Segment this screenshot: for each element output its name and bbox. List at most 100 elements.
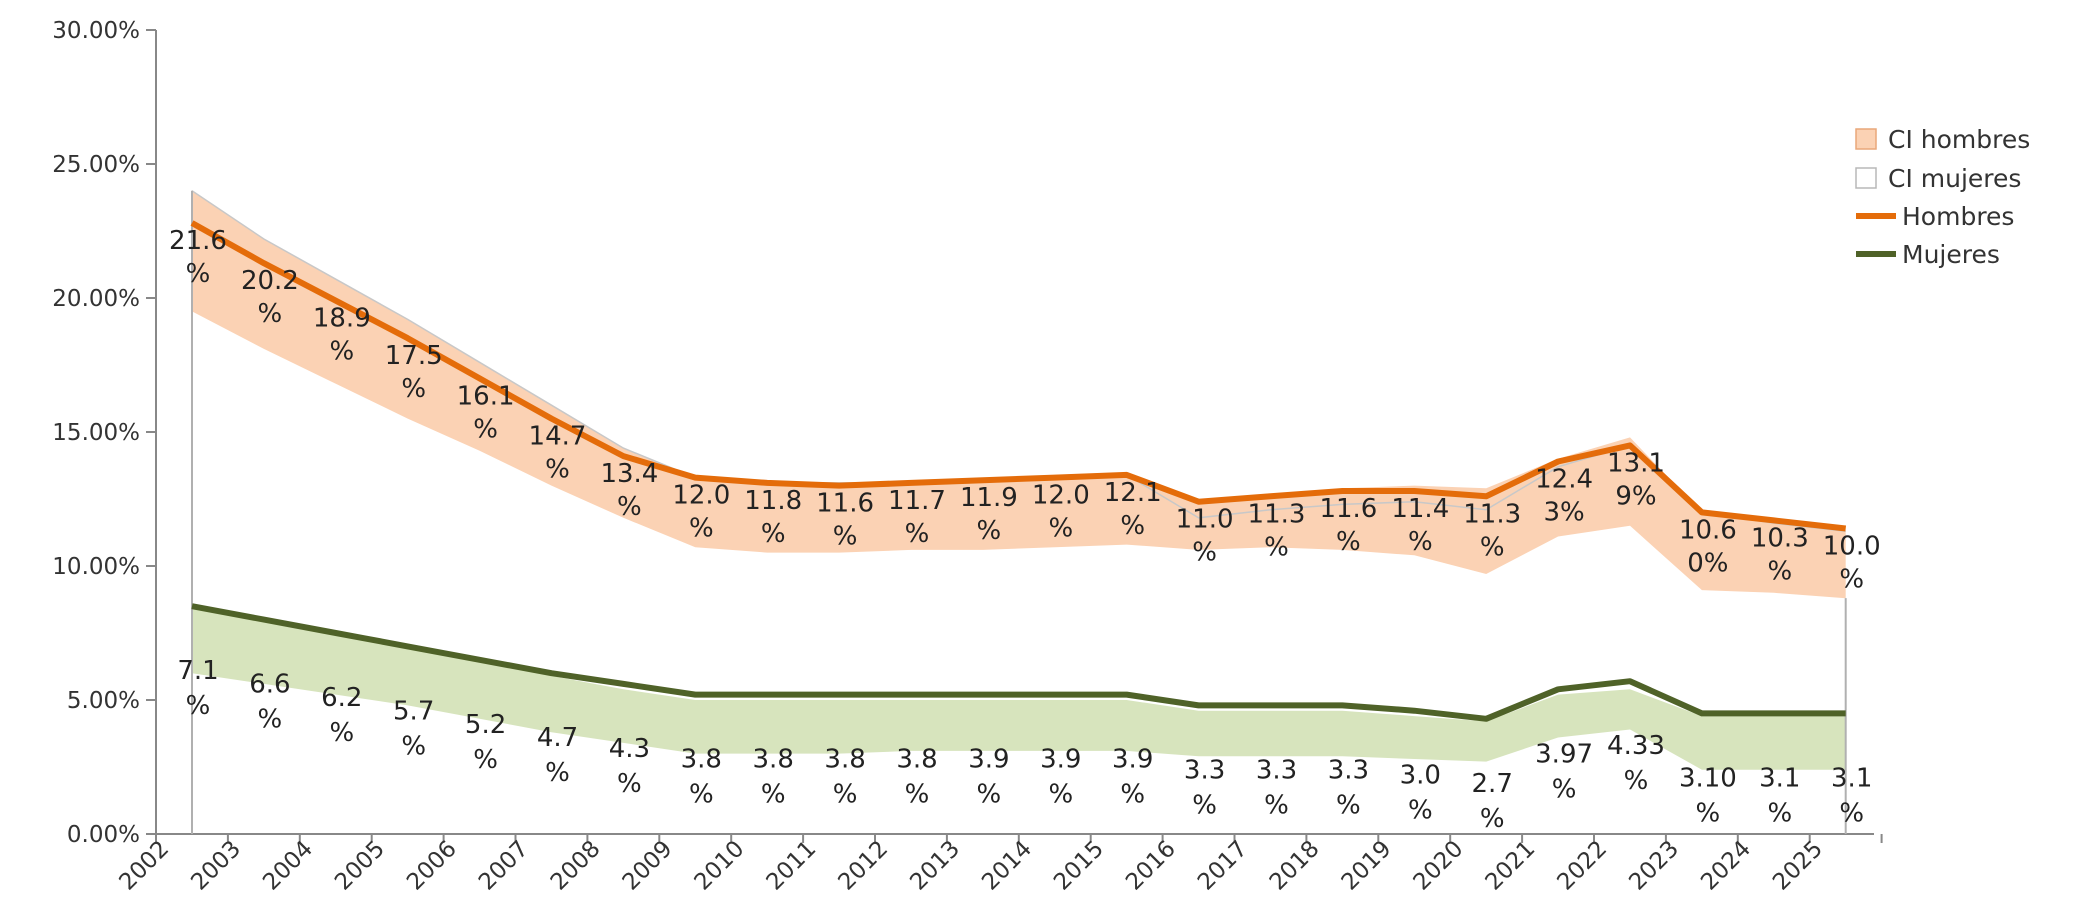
data-label: 3.9 bbox=[968, 745, 1009, 775]
series-line-hombres bbox=[190, 220, 1847, 532]
data-label-unit: % bbox=[1192, 538, 1217, 568]
data-label-unit: % bbox=[833, 780, 858, 810]
data-label-unit: % bbox=[1767, 798, 1792, 828]
data-label-unit: % bbox=[329, 718, 354, 748]
legend: CI hombres CI mujeres Hombres Mujeres bbox=[1855, 125, 2030, 269]
data-label: 11.4 bbox=[1391, 494, 1449, 524]
data-label: 3.1 bbox=[1759, 763, 1800, 793]
data-label: 3.8 bbox=[681, 745, 722, 775]
data-label-unit: % bbox=[1120, 780, 1145, 810]
x-tick-label: 2008 bbox=[546, 836, 606, 896]
data-label-unit: % bbox=[1767, 556, 1792, 586]
data-label-unit: % bbox=[1624, 766, 1649, 796]
data-label-unit: % bbox=[689, 780, 714, 810]
data-label: 21.6 bbox=[169, 226, 227, 256]
x-tick-label: 2015 bbox=[1049, 836, 1109, 896]
x-tick-label: 2011 bbox=[762, 836, 822, 896]
data-label-unit: % bbox=[977, 516, 1002, 546]
data-label: 5.7 bbox=[393, 696, 434, 726]
data-label-unit: % bbox=[1048, 780, 1073, 810]
x-tick-label: 2017 bbox=[1193, 836, 1253, 896]
data-label-unit: % bbox=[1192, 790, 1217, 820]
data-label-unit: 0% bbox=[1687, 548, 1728, 578]
x-tick-label: 2006 bbox=[402, 836, 462, 896]
data-label: 6.2 bbox=[321, 683, 362, 713]
data-label: 11.9 bbox=[960, 483, 1018, 513]
data-label: 3.9 bbox=[1040, 745, 1081, 775]
data-label-unit: % bbox=[761, 780, 786, 810]
data-label: 3.9 bbox=[1112, 745, 1153, 775]
data-label-unit: % bbox=[617, 492, 642, 522]
data-label: 10.3 bbox=[1751, 523, 1809, 553]
data-label-unit: % bbox=[186, 259, 211, 289]
band-2 bbox=[192, 608, 1846, 770]
x-tick-label: 2004 bbox=[258, 836, 318, 896]
x-tick-label: 2014 bbox=[977, 836, 1037, 896]
series-line-mujeres bbox=[191, 603, 1846, 722]
data-label: 12.4 bbox=[1535, 464, 1593, 494]
data-label-unit: % bbox=[1336, 790, 1361, 820]
data-label-unit: % bbox=[1264, 532, 1289, 562]
data-label-unit: 9% bbox=[1615, 481, 1656, 511]
data-label: 16.1 bbox=[457, 381, 515, 411]
data-label-unit: % bbox=[1839, 564, 1864, 594]
data-label-unit: % bbox=[1480, 532, 1505, 562]
data-label: 3.10 bbox=[1679, 763, 1737, 793]
data-label: 4.7 bbox=[537, 723, 578, 753]
x-tick-label: 2023 bbox=[1624, 836, 1684, 896]
legend-label-ci-mujeres: CI mujeres bbox=[1888, 164, 2021, 193]
data-label-unit: % bbox=[473, 414, 498, 444]
x-tick-label: 2022 bbox=[1552, 836, 1612, 896]
data-label: 14.7 bbox=[529, 422, 587, 452]
x-tick-label: 2005 bbox=[330, 836, 390, 896]
data-label: 3.8 bbox=[896, 745, 937, 775]
data-label: 3.8 bbox=[753, 745, 794, 775]
data-label-unit: % bbox=[833, 522, 858, 552]
x-tick-label: 2020 bbox=[1409, 836, 1469, 896]
data-label-unit: % bbox=[1552, 774, 1577, 804]
data-label: 11.6 bbox=[816, 489, 874, 519]
y-tick-label: 0.00% bbox=[67, 822, 140, 848]
data-label-unit: % bbox=[545, 455, 570, 485]
data-label: 11.8 bbox=[744, 486, 802, 516]
x-ticks: 2002 2003 2004 2005 2006 2007 2008 2009 2010 2011… bbox=[114, 834, 1883, 896]
data-label-unit: 3% bbox=[1543, 497, 1584, 527]
data-label: 3.3 bbox=[1256, 755, 1297, 785]
data-label: 2.7 bbox=[1472, 769, 1513, 799]
data-label-unit: % bbox=[258, 299, 283, 329]
x-tick-label: 2009 bbox=[618, 836, 678, 896]
data-label-unit: % bbox=[689, 514, 714, 544]
y-tick-label: 5.00% bbox=[67, 688, 140, 714]
data-label: 3.0 bbox=[1400, 761, 1441, 791]
data-label: 12.1 bbox=[1104, 478, 1162, 508]
data-label: 11.7 bbox=[888, 486, 946, 516]
data-label: 20.2 bbox=[241, 266, 299, 296]
x-tick-label: 2024 bbox=[1696, 836, 1756, 896]
data-label-unit: % bbox=[617, 769, 642, 799]
data-label-unit: % bbox=[473, 745, 498, 775]
x-tick-label: 2021 bbox=[1481, 836, 1541, 896]
data-label: 4.33 bbox=[1607, 731, 1665, 761]
x-tick-label: 2013 bbox=[905, 836, 965, 896]
legend-swatch-ci-hombres bbox=[1855, 128, 1877, 150]
x-tick-label: 2012 bbox=[833, 836, 893, 896]
data-label-unit: % bbox=[401, 374, 426, 404]
band-0 bbox=[192, 190, 1846, 599]
legend-label-mujeres: Mujeres bbox=[1902, 240, 2000, 269]
y-tick-label: 25.00% bbox=[52, 152, 140, 178]
data-label: 11.3 bbox=[1248, 499, 1306, 529]
data-label: 3.3 bbox=[1328, 755, 1369, 785]
x-tick-label: 2018 bbox=[1265, 836, 1325, 896]
data-label: 3.1 bbox=[1831, 763, 1872, 793]
data-label: 11.6 bbox=[1319, 494, 1377, 524]
x-tick-label: 2003 bbox=[186, 836, 246, 896]
y-tick-label: 20.00% bbox=[52, 286, 140, 312]
data-label-unit: % bbox=[401, 731, 426, 761]
y-tick-label: 15.00% bbox=[52, 420, 140, 446]
data-label-unit: % bbox=[905, 780, 930, 810]
data-label-unit: % bbox=[1264, 790, 1289, 820]
data-label-unit: % bbox=[186, 691, 211, 721]
data-label-unit: % bbox=[761, 519, 786, 549]
data-label: 12.0 bbox=[672, 481, 730, 511]
